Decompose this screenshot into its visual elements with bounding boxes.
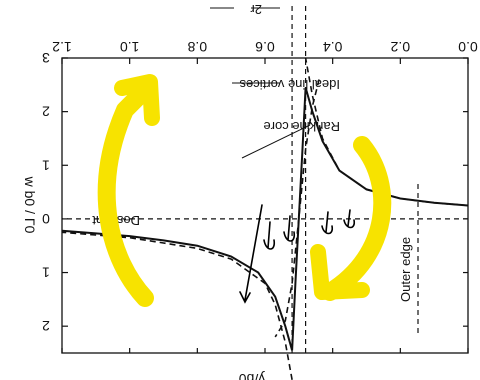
annotation-rankine-core: Rankine core bbox=[263, 119, 340, 134]
x-tick-label-1: 0.2 bbox=[390, 39, 410, 55]
x-tick-label-2: 0.4 bbox=[323, 39, 343, 55]
y-tick-label-2: 1 bbox=[42, 157, 50, 173]
x-axis-label: y/b0 bbox=[239, 371, 266, 380]
yellow-arrow-left bbox=[97, 86, 154, 307]
y-tick-label-4: 1 bbox=[42, 265, 50, 281]
x-tick-label-3: 0.6 bbox=[255, 39, 275, 55]
pen-mark-3 bbox=[321, 211, 334, 235]
y-tick-label-3: 0 bbox=[42, 211, 50, 227]
yellow-arrow-right bbox=[321, 136, 392, 301]
reference-lines bbox=[62, 2, 468, 353]
x-tick-label-5: 1.0 bbox=[120, 39, 140, 55]
y-tick-label-1: 2 bbox=[42, 104, 50, 120]
x-tick-label-6: 1.2 bbox=[52, 39, 72, 55]
hand-drawn-overlay bbox=[97, 74, 392, 307]
x-tick-label-4: 0.8 bbox=[187, 39, 207, 55]
pen-velocity-arrows bbox=[239, 204, 356, 304]
axis-labels: y/b0 w b0 / Γ0 bbox=[22, 176, 265, 380]
y-axis-label: w b0 / Γ0 bbox=[22, 176, 38, 234]
annotation-ideal-line-vortices: Ideal line vortices bbox=[239, 77, 340, 92]
x-tick-label-0: 0.0 bbox=[458, 39, 478, 55]
y-tick-label-5: 2 bbox=[42, 318, 50, 334]
series-line-1 bbox=[61, 87, 469, 351]
pen-mark-2 bbox=[283, 215, 296, 242]
ticks-layer: 0.0 0.2 0.4 0.6 0.8 1.0 1.23 2 1 0 1 2 bbox=[42, 39, 478, 353]
pen-mark-1 bbox=[263, 221, 276, 250]
annotation-arrow-rankine bbox=[241, 124, 311, 159]
pen-mark-4 bbox=[343, 209, 356, 229]
annotation-core-width: 2r bbox=[250, 2, 262, 17]
series-line-2 bbox=[274, 79, 320, 338]
annotation-outer-edge: Outer edge bbox=[398, 237, 413, 302]
pen-mark-0 bbox=[239, 204, 263, 304]
yellow-arrow-right-head bbox=[310, 244, 370, 300]
yellow-arrow-left-head bbox=[114, 74, 160, 126]
y-tick-label-0: 3 bbox=[42, 50, 50, 66]
